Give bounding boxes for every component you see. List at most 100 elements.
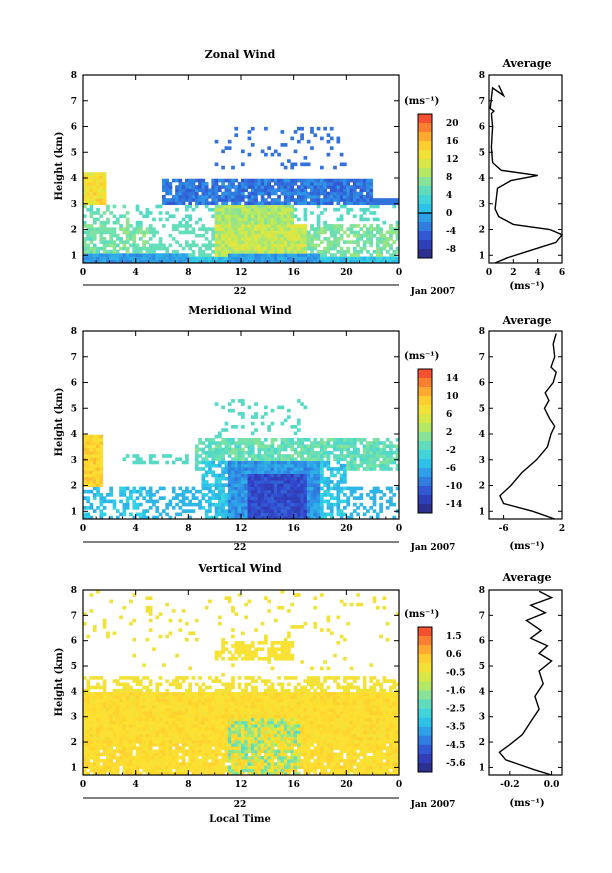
heatmap-cell [112,717,117,722]
heatmap-cell [283,441,288,445]
heatmap-cell [241,768,245,773]
heatmap-cell [214,656,219,661]
heatmap-cell [290,486,295,491]
heatmap-cell [264,185,268,189]
heatmap-cell [106,717,110,722]
heatmap-cell [316,227,321,231]
heatmap-cell [237,463,242,468]
heatmap-cell [191,207,196,212]
heatmap-cell [115,739,120,744]
heatmap-cell [310,506,314,510]
heatmap-cell [250,415,255,419]
heatmap-cell [224,444,229,449]
heatmap-cell [188,246,193,251]
average-profile-line [499,333,557,520]
heatmap-cell [389,467,393,471]
heatmap-cell [106,759,110,763]
heatmap-cell [214,749,219,754]
heatmap-cell [320,463,324,468]
heatmap-cell [237,496,242,500]
colorbar-segment [418,468,432,478]
heatmap-cell [280,217,285,222]
heatmap-cell [283,483,288,487]
heatmap-cell [290,214,295,219]
heatmap-cell [92,454,97,458]
heatmap-cell [287,437,291,442]
heatmap-cell [329,437,334,442]
heatmap-cell [375,198,380,202]
heatmap-cell [323,253,327,257]
heatmap-cell [122,676,127,680]
heatmap-cell [316,489,321,494]
heatmap-cell [217,457,222,462]
heatmap-cell [185,708,189,712]
heatmap-cell [158,634,163,639]
heatmap-cell [171,743,176,747]
heatmap-cell [290,237,295,241]
heatmap-cell [83,178,87,183]
heatmap-cell [234,650,239,655]
heatmap-cell [366,191,370,196]
heatmap-cell [241,425,245,429]
heatmap-cell [313,473,318,478]
heatmap-cell [168,711,173,715]
x-axis-label: Local Time [209,814,271,825]
heatmap-cell [132,679,137,683]
heatmap-cell [323,191,327,196]
heatmap-cell [211,708,216,712]
heatmap-cell [306,502,311,507]
heatmap-cell [158,512,163,517]
heatmap-cell [227,250,232,254]
heatmap-cell [221,428,225,432]
heatmap-cell [234,509,239,513]
heatmap-cell [217,650,222,655]
heatmap-cell [191,727,196,731]
heatmap-cell [96,483,100,487]
heatmap-cell [290,191,295,196]
heatmap-cell [293,473,298,478]
heatmap-cell [86,230,90,235]
heatmap-cell [198,688,202,693]
heatmap-cell [148,246,153,251]
heatmap-cell [257,227,262,231]
heatmap-cell [181,259,186,264]
heatmap-cell [92,250,97,254]
heatmap-cell [270,233,275,238]
heatmap-cell [138,688,143,693]
heatmap-cell [83,230,87,235]
heatmap-cell [310,483,314,487]
heatmap-cell [221,714,225,718]
heatmap-cell [112,214,117,219]
heatmap-cell [122,723,127,728]
heatmap-cell [204,512,209,517]
heatmap-cell [201,191,206,196]
heatmap-cell [231,246,235,251]
heatmap-cell [217,207,222,212]
heatmap-cell [158,771,163,776]
heatmap-cell [326,476,331,481]
heatmap-cell [296,399,301,403]
heatmap-cell [264,191,268,196]
x-tick-label: 20 [340,524,353,534]
heatmap-cell [224,701,229,706]
heatmap-cell [241,759,245,763]
heatmap-cell [227,743,232,747]
heatmap-cell [346,502,351,507]
heatmap-cell [115,768,120,773]
heatmap-cell [273,499,278,504]
heatmap-cell [326,460,331,465]
heatmap-cell [369,224,374,228]
heatmap-cell [339,499,344,504]
heatmap-cell [178,682,183,687]
heatmap-cell [135,460,140,465]
heatmap-cell [165,259,169,264]
heatmap-cell [234,765,239,770]
heatmap-cell [326,512,331,517]
heatmap-cell [343,506,347,510]
heatmap-cell [241,250,245,254]
heatmap-cell [158,720,163,725]
heatmap-cell [102,243,107,248]
heatmap-cell [221,250,225,254]
heatmap-cell [185,704,189,709]
heatmap-cell [257,493,262,497]
